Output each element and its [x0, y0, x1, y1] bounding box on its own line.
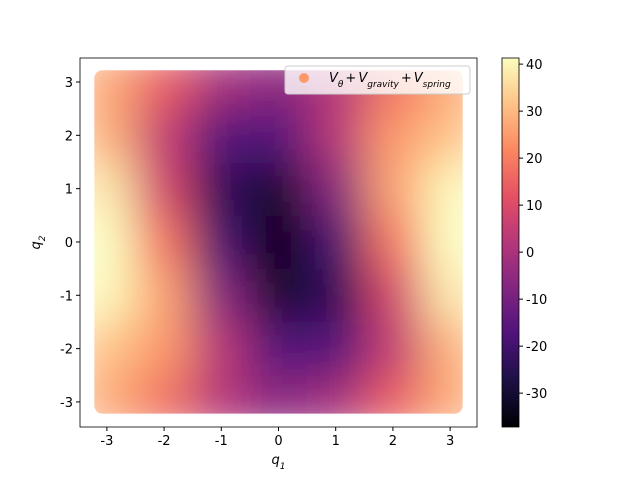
y-tick-label: -2: [60, 343, 73, 358]
legend-term-sub: gravity: [367, 80, 399, 90]
y-axis-label: q2: [29, 235, 48, 249]
heat-cell: [307, 161, 365, 216]
colorbar-tick-label: 20: [526, 152, 543, 167]
heat-cell: [249, 108, 308, 163]
legend-term-base: V: [414, 71, 424, 86]
heat-cell: [249, 321, 308, 376]
heat-cell: [94, 161, 136, 216]
heat-cell: [135, 375, 194, 414]
x-tick-label: 0: [274, 434, 282, 449]
y-tick-label: -3: [60, 396, 73, 411]
heat-cell: [421, 268, 463, 323]
heat-cell: [135, 70, 194, 110]
heat-cell: [364, 215, 423, 270]
heat-cell: [421, 215, 463, 270]
legend-term-base: V: [329, 71, 339, 86]
heatmap: [94, 70, 463, 414]
heat-cell: [135, 108, 194, 163]
heat-cell: [307, 375, 365, 414]
legend-term-base: V: [358, 71, 368, 86]
y-tick-label: 2: [65, 129, 73, 144]
heat-cell: [364, 375, 423, 414]
x-tick-label: 2: [389, 434, 397, 449]
heat-cell: [249, 215, 308, 270]
heat-cell: [135, 268, 194, 323]
heat-cell: [94, 321, 136, 376]
heat-cell: [307, 215, 365, 270]
y-axis-label-sub: 2: [38, 235, 48, 241]
heat-cell: [135, 215, 194, 270]
heat-cell: [364, 108, 423, 163]
heat-cell: [94, 215, 136, 270]
x-tick-label: -2: [158, 434, 171, 449]
y-tick-label: 3: [65, 76, 73, 91]
heat-cell: [307, 268, 365, 323]
heat-cell: [364, 161, 423, 216]
heat-cell: [249, 375, 308, 414]
heat-cell: [94, 108, 136, 163]
heat-cell: [249, 161, 308, 216]
x-tick-label: 3: [446, 434, 454, 449]
colorbar-tick-label: -10: [526, 293, 547, 308]
y-tick-label: 1: [65, 183, 73, 198]
y-axis-label-base: q: [29, 241, 44, 249]
heat-cell: [249, 268, 308, 323]
legend-label: Vθ + Vgravity + Vspring: [329, 71, 451, 90]
colorbar-tick-label: 40: [526, 58, 543, 73]
heat-cell: [192, 321, 251, 376]
x-axis-label: q1: [272, 453, 286, 472]
x-axis-label-sub: 1: [280, 462, 286, 472]
legend-join: +: [345, 71, 356, 86]
x-tick-label: -3: [100, 434, 113, 449]
heat-cell: [421, 161, 463, 216]
legend-join: +: [401, 71, 412, 86]
y-tick-label: -1: [60, 289, 73, 304]
legend-marker: [299, 73, 309, 83]
legend-term-sub: θ: [338, 80, 344, 90]
colorbar-tick-label: 0: [526, 246, 534, 261]
legend-box: [284, 65, 471, 95]
colorbar: [501, 57, 520, 428]
heat-cell: [192, 70, 251, 110]
heatmap-cells: [94, 70, 463, 414]
heat-cell: [192, 215, 251, 270]
heat-cell: [192, 268, 251, 323]
heat-cell: [94, 268, 136, 323]
heat-cell: [421, 108, 463, 163]
heat-cell: [364, 321, 423, 376]
heat-cell: [135, 321, 194, 376]
heat-cell: [307, 321, 365, 376]
legend-term-sub: spring: [423, 80, 451, 90]
heat-cell: [364, 268, 423, 323]
colorbar-tick-label: 30: [526, 105, 543, 120]
colorbar-tick-label: -20: [526, 340, 547, 355]
heat-cell: [421, 375, 463, 414]
heat-cell: [135, 161, 194, 216]
heat-cell: [94, 70, 136, 110]
heat-cell: [421, 321, 463, 376]
x-tick-label: -1: [215, 434, 228, 449]
heat-cell: [192, 375, 251, 414]
y-tick-label: 0: [65, 236, 73, 251]
legend: Vθ + Vgravity + Vspring: [284, 65, 471, 95]
colorbar-tick-label: 10: [526, 199, 543, 214]
heat-cell: [307, 108, 365, 163]
heat-cell: [192, 108, 251, 163]
heat-cell: [192, 161, 251, 216]
heat-cell: [94, 375, 136, 414]
colorbar-tick-label: -30: [526, 387, 547, 402]
x-tick-label: 1: [332, 434, 340, 449]
x-axis-label-base: q: [272, 453, 280, 468]
